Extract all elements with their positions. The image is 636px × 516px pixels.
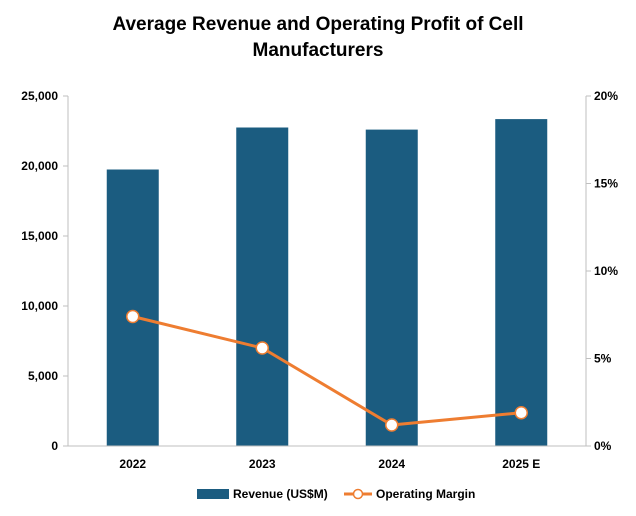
left-axis-tick-label: 0 [51,439,58,453]
x-axis-tick-label: 2023 [249,457,276,471]
legend-swatch-revenue [197,489,229,499]
operating-margin-point [385,418,399,432]
revenue-bar [236,127,289,446]
left-axis-tick-label: 15,000 [21,229,58,243]
right-axis-tick-label: 20% [594,89,618,103]
right-axis-tick-label: 0% [594,439,612,453]
legend-label-operating-margin: Operating Margin [376,487,475,501]
left-axis-tick-label: 5,000 [28,369,58,383]
right-axis-tick-label: 15% [594,177,618,191]
operating-margin-line [132,315,522,427]
operating-margin-point [126,309,140,324]
legend-swatch-operating-margin-marker [352,488,364,500]
x-axis-tick-label: 2022 [119,457,146,471]
left-axis-tick-label: 10,000 [21,299,58,313]
operating-margin-point [514,406,528,420]
legend-label-revenue: Revenue (US$M) [233,487,328,501]
chart-title-line-2: Manufacturers [252,40,384,61]
chart-title: Average Revenue and Operating Profit of … [0,12,636,64]
left-axis-tick-label: 25,000 [21,89,58,103]
x-axis-tick-label: 2024 [378,457,405,471]
operating-margin-point [255,341,269,355]
revenue-bar [365,129,418,446]
right-axis-tick-label: 10% [594,264,618,278]
left-axis-tick-label: 20,000 [21,159,58,173]
revenue-bar [106,169,159,446]
chart-title-line-1: Average Revenue and Operating Profit of … [112,14,524,35]
right-axis-tick-label: 5% [594,352,612,366]
revenue-bar [495,119,548,446]
x-axis-tick-label: 2025 E [502,457,540,471]
